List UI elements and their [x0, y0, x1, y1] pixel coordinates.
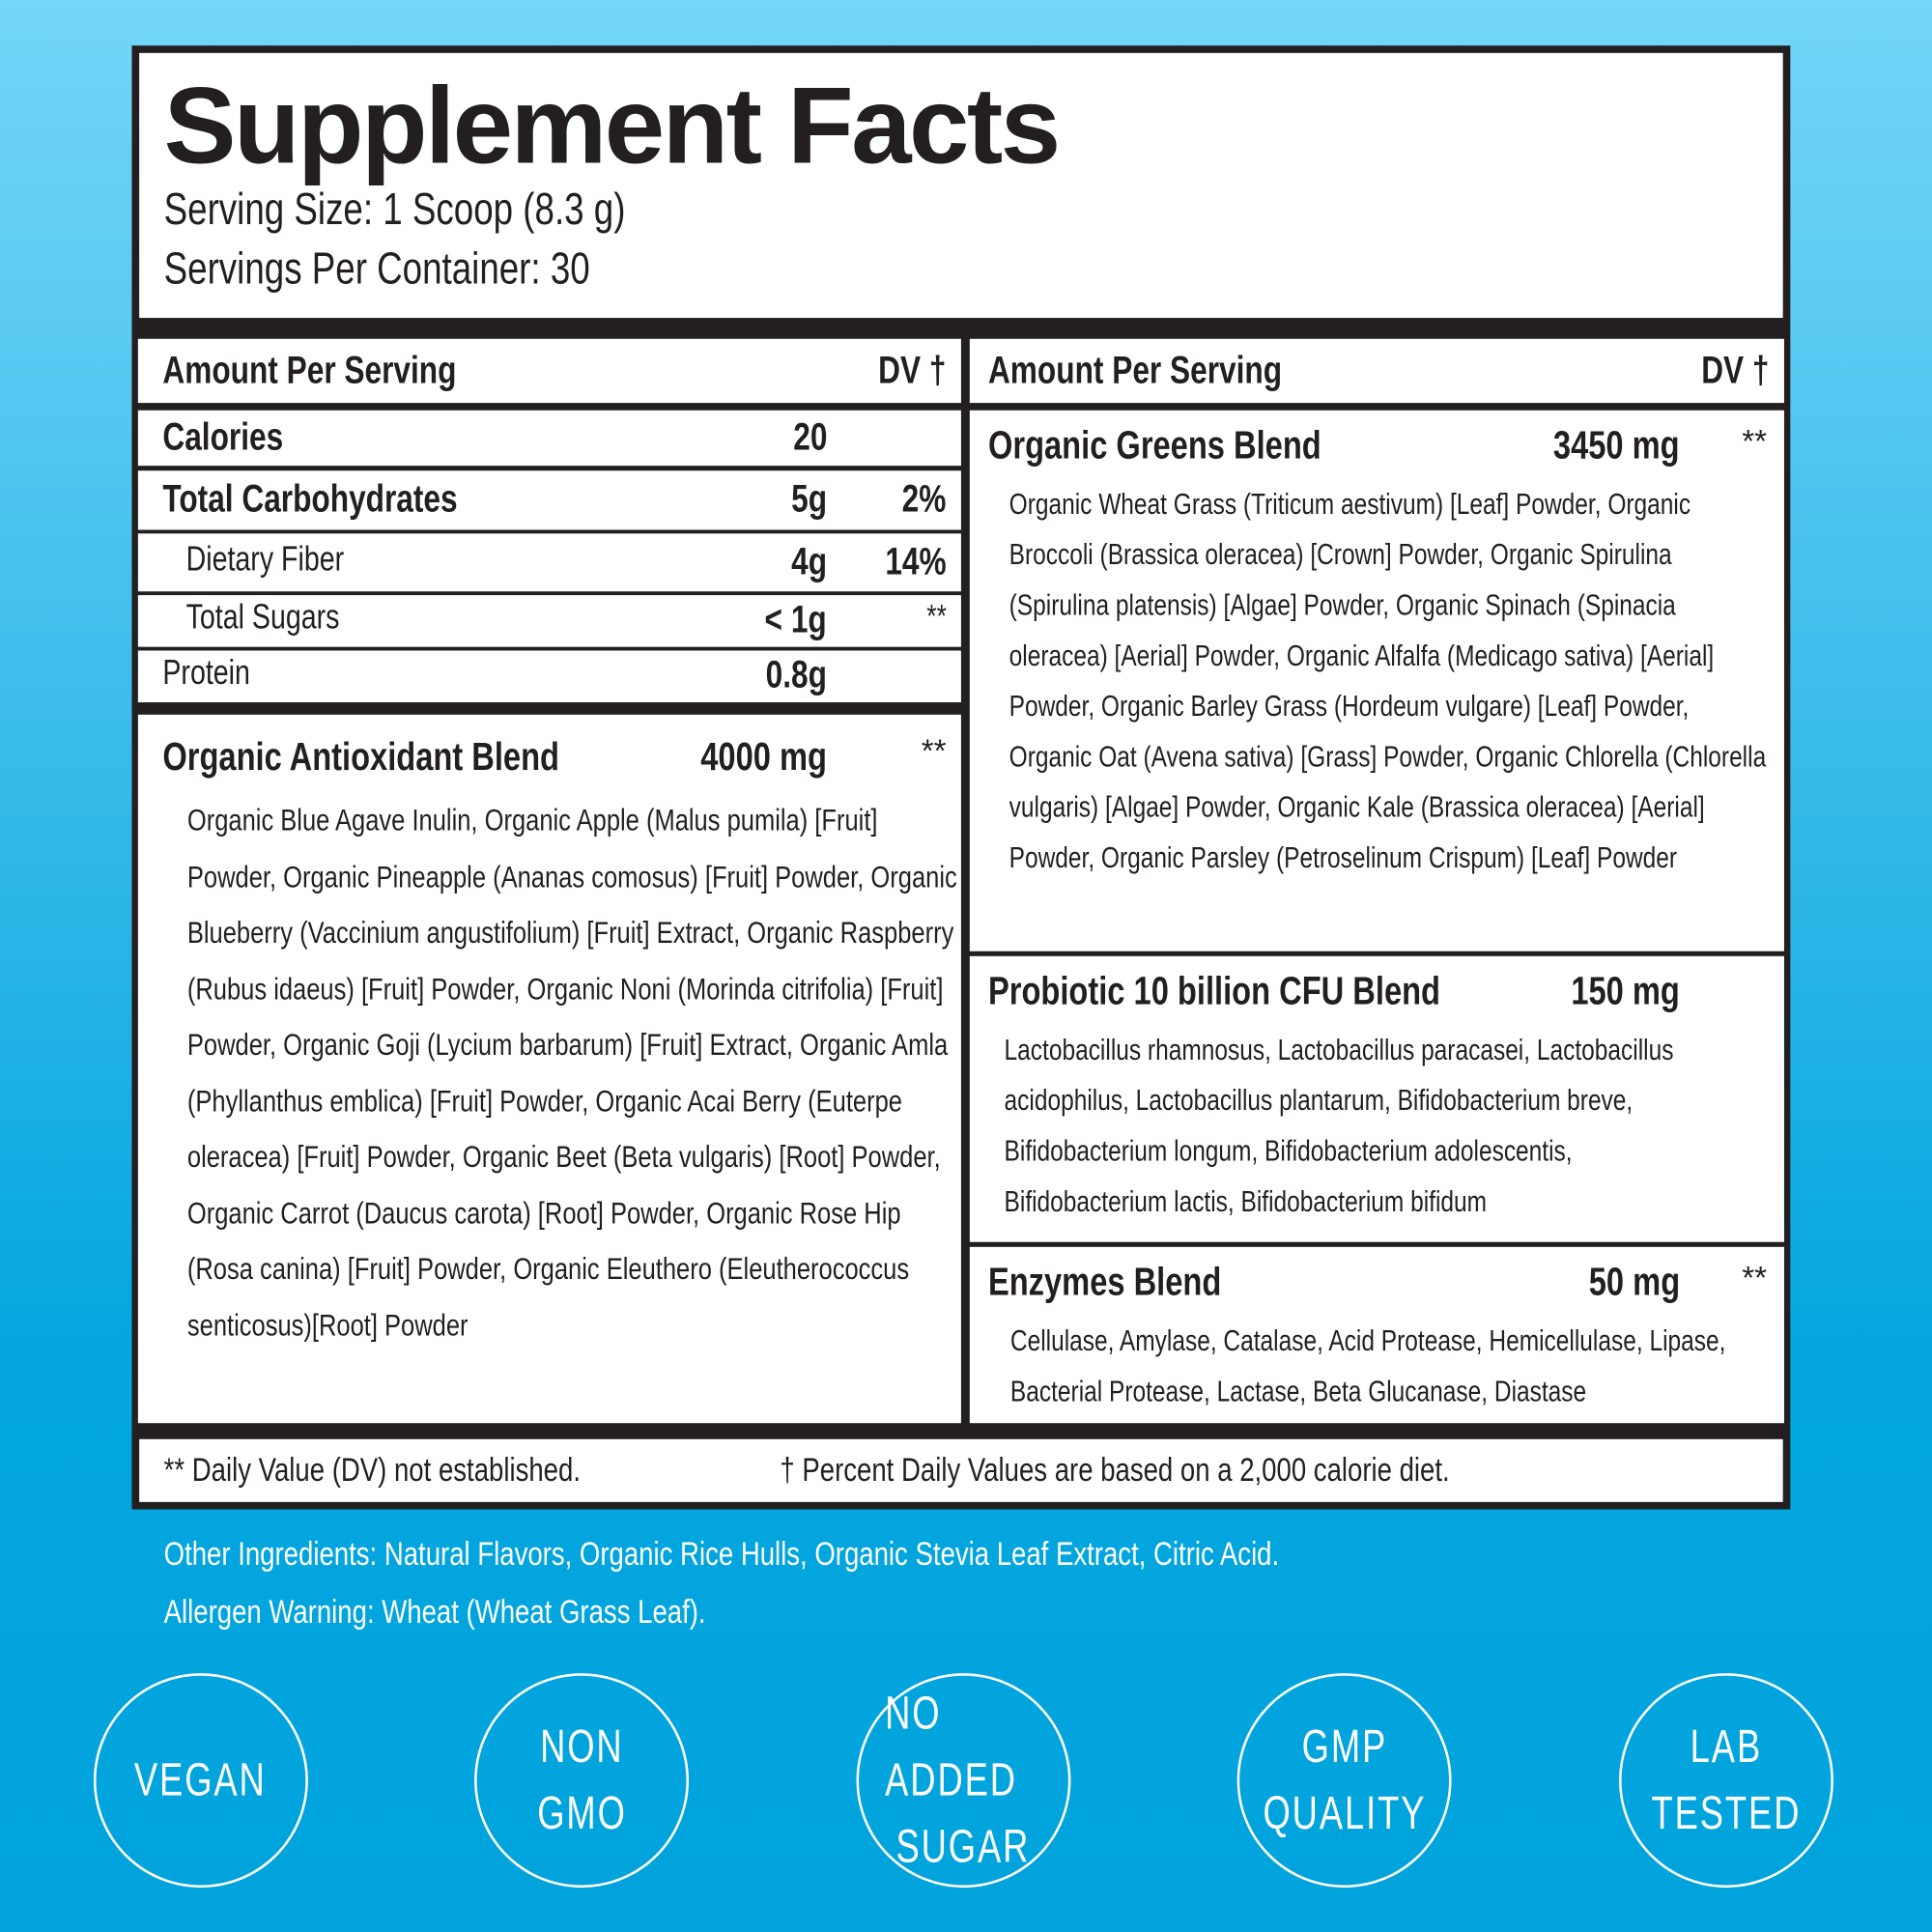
badge-text: VEGAN — [134, 1754, 268, 1806]
blend-name: Probiotic 10 billion CFU Blend — [987, 968, 1441, 1013]
badge-no-added-sugar: NO ADDED SUGAR — [856, 1673, 1071, 1889]
nutrient-label: Dietary Fiber — [185, 539, 345, 578]
badge-gmp-quality: GMP QUALITY — [1236, 1673, 1452, 1889]
dv-header: DV † — [878, 348, 947, 392]
serving-size: Serving Size: 1 Scoop (8.3 g) — [163, 184, 626, 235]
badge-lab-tested: LAB TESTED — [1619, 1673, 1833, 1889]
badge-text: NO ADDED — [885, 1688, 1017, 1806]
nutrient-row: Total Sugars < 1g ** — [137, 595, 961, 647]
nutrient-row: Total Carbohydrates 5g 2% — [137, 470, 961, 530]
blend-name: Organic Antioxidant Blend — [162, 734, 559, 780]
badge-text: GMP — [1301, 1720, 1387, 1774]
nutrient-amount: 20 — [792, 414, 827, 458]
badge-vegan: VEGAN — [93, 1673, 308, 1889]
blend-ingredients: Organic Blue Agave Inulin, Organic Apple… — [186, 803, 957, 1343]
nutrient-row: Calories 20 — [137, 410, 961, 467]
amount-per-serving-label: Amount Per Serving — [987, 348, 1283, 392]
footnote-row: ** Daily Value (DV) not established. † P… — [139, 1438, 1783, 1502]
badge-text: QUALITY — [1263, 1787, 1427, 1840]
nutrient-dv: ** — [925, 597, 947, 635]
nutrient-row: Dietary Fiber 4g 14% — [137, 533, 961, 592]
badge-text: NON — [539, 1720, 624, 1774]
blend-dv: ** — [1742, 1259, 1768, 1296]
badge-non-gmo: NON GMO — [474, 1673, 690, 1889]
nutrient-amount: 4g — [790, 539, 827, 582]
dv-header: DV † — [1701, 348, 1770, 392]
footnote-percent-dv: † Percent Daily Values are based on a 2,… — [780, 1451, 1450, 1489]
servings-per-container: Servings Per Container: 30 — [163, 242, 590, 294]
footnote-dv-not-established: ** Daily Value (DV) not established. — [163, 1451, 581, 1489]
right-header-row: Amount Per Serving DV † — [969, 338, 1784, 404]
nutrient-dv: 2% — [901, 476, 947, 521]
nutrient-row: Protein 0.8g — [137, 650, 961, 703]
blend-dv: ** — [921, 731, 947, 769]
blend-ingredients: Cellulase, Amylase, Catalase, Acid Prote… — [1009, 1324, 1726, 1408]
left-header-row: Amount Per Serving DV † — [137, 338, 961, 404]
blend-name: Organic Greens Blend — [987, 422, 1321, 468]
nutrient-amount: < 1g — [764, 597, 827, 641]
title-section: Supplement Facts Serving Size: 1 Scoop (… — [139, 52, 1783, 319]
nutrient-amount: 0.8g — [765, 653, 827, 696]
badge-text: TESTED — [1651, 1787, 1802, 1840]
nutrient-label: Calories — [162, 414, 284, 458]
allergen-warning: Allergen Warning: Wheat (Wheat Grass Lea… — [163, 1593, 706, 1631]
blend-name: Enzymes Blend — [987, 1259, 1222, 1304]
blend-amount: 4000 mg — [700, 734, 827, 780]
antioxidant-blend-section: Organic Antioxidant Blend 4000 mg ** Org… — [137, 714, 961, 1424]
blend-section: Probiotic 10 billion CFU Blend 150 mg La… — [969, 955, 1784, 1242]
blend-amount: 150 mg — [1570, 968, 1680, 1013]
badge-text: LAB — [1690, 1720, 1763, 1774]
badge-text: GMO — [536, 1787, 627, 1840]
nutrient-amount: 5g — [790, 476, 827, 521]
blend-dv: ** — [1742, 422, 1768, 460]
amount-per-serving-label: Amount Per Serving — [162, 348, 457, 392]
blend-amount: 3450 mg — [1552, 422, 1680, 468]
blend-ingredients: Lactobacillus rhamnosus, Lactobacillus p… — [1004, 1034, 1674, 1219]
nutrient-label: Protein — [162, 653, 250, 692]
badge-text: SUGAR — [896, 1821, 1031, 1873]
nutrient-label: Total Carbohydrates — [162, 476, 458, 521]
nutrient-label: Total Sugars — [185, 597, 340, 637]
blend-ingredients: Organic Wheat Grass (Triticum aestivum) … — [1009, 488, 1767, 875]
blend-amount: 50 mg — [1588, 1259, 1680, 1304]
blend-section: Organic Greens Blend 3450 mg ** Organic … — [969, 410, 1784, 952]
title: Supplement Facts — [163, 64, 1061, 186]
other-ingredients: Other Ingredients: Natural Flavors, Orga… — [163, 1535, 1280, 1573]
blend-section: Enzymes Blend 50 mg ** Cellulase, Amylas… — [969, 1246, 1784, 1424]
nutrient-dv: 14% — [885, 539, 947, 582]
